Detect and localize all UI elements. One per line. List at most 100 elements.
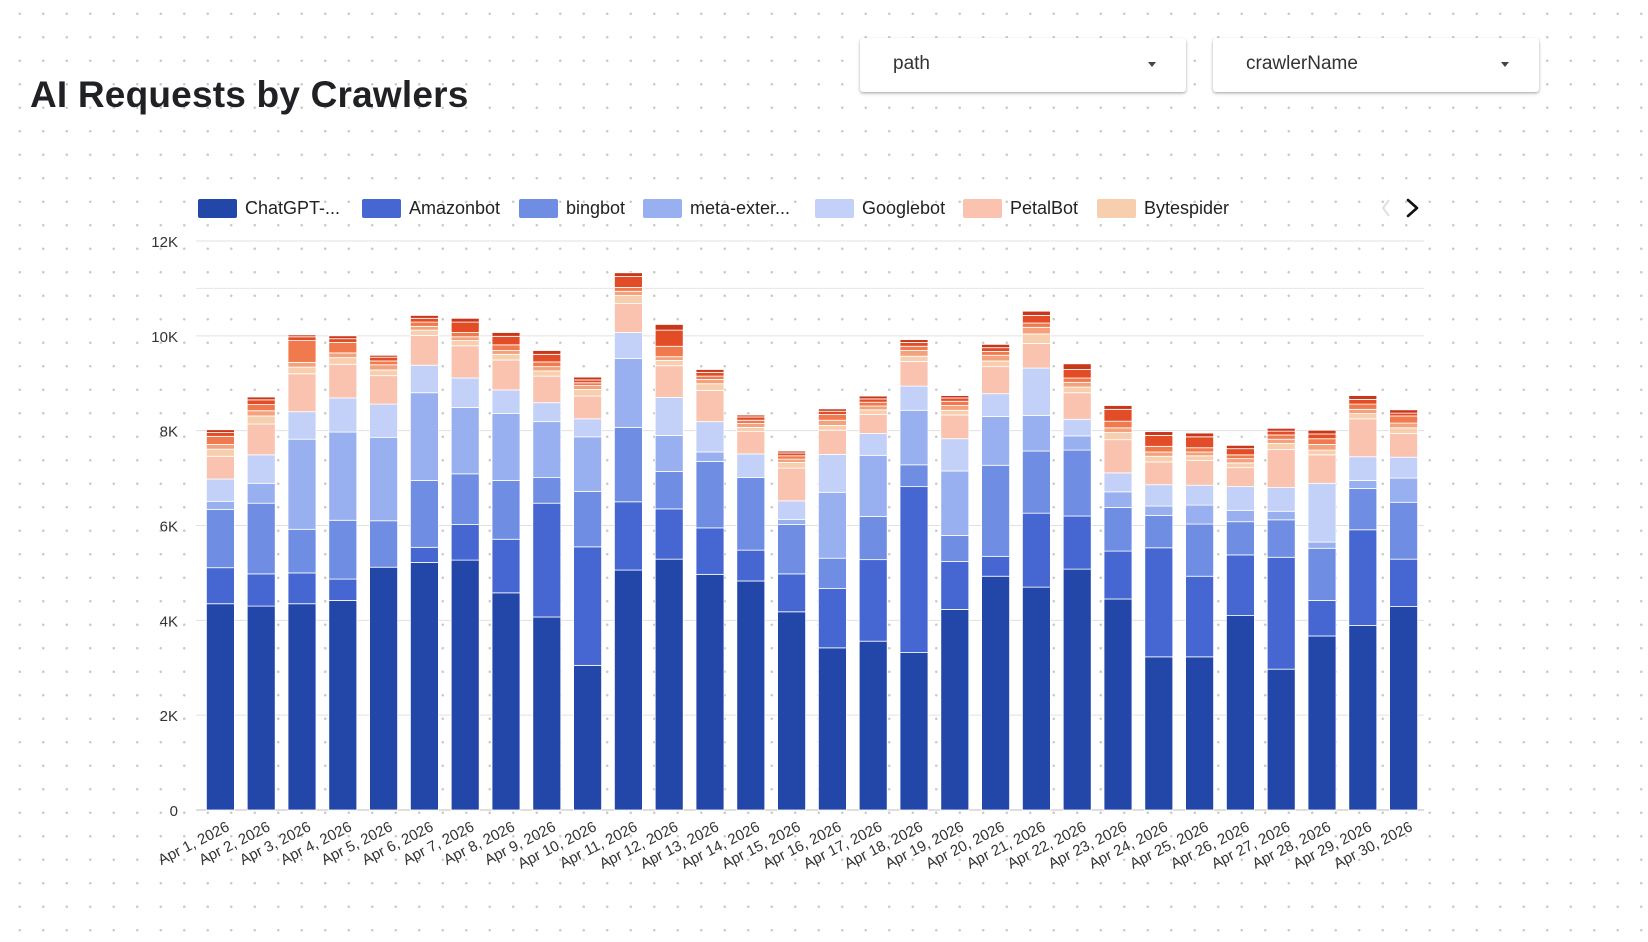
bar-segment: [491, 353, 521, 361]
bar-segment: [287, 340, 317, 363]
bar-segment: [1266, 510, 1296, 521]
legend-label: Googlebot: [862, 198, 945, 218]
bar-segment: [818, 419, 847, 426]
y-tick-label: 6K: [160, 519, 178, 536]
bar-segment: [695, 527, 725, 575]
legend-label: Amazonbot: [409, 198, 500, 218]
bar-segment: [1062, 381, 1092, 388]
bar-segment: [409, 329, 439, 336]
bar-segment: [532, 361, 562, 368]
bar-segment: [205, 455, 235, 480]
bar-segment: [736, 431, 766, 455]
bar-segment: [858, 414, 888, 434]
bar-segment: [1307, 449, 1337, 456]
bar-segment: [1348, 456, 1378, 481]
legend-swatch: [362, 199, 401, 218]
bar-segment: [614, 287, 643, 292]
bar-segment: [736, 477, 766, 551]
bar-segment: [1389, 415, 1418, 424]
bar-segment: [858, 395, 888, 400]
legend-label: PetalBot: [1010, 198, 1078, 218]
bar-segment: [246, 454, 276, 484]
bar-segment: [899, 652, 929, 811]
bar-segment: [409, 392, 439, 481]
path-filter-dropdown[interactable]: path: [860, 38, 1186, 92]
bar-segment: [573, 385, 602, 390]
bar-segment: [205, 478, 235, 502]
bar-segment: [1266, 487, 1296, 512]
bar-segment: [981, 351, 1010, 356]
bar-segment: [1348, 418, 1378, 458]
bar-segment: [695, 371, 725, 377]
bar-segment: [532, 353, 562, 363]
bar-segment: [1022, 512, 1051, 588]
bar-segment: [899, 385, 929, 411]
bar-segment: [1389, 456, 1418, 479]
bar-segment: [573, 382, 602, 387]
bar-segment: [1266, 434, 1296, 440]
bar-segment: [450, 340, 480, 347]
bar-segment: [450, 336, 480, 341]
bar-segment: [1389, 606, 1418, 811]
bar-segment: [654, 365, 684, 398]
caret-down-icon: [1501, 62, 1509, 67]
bar-segment: [899, 345, 929, 351]
bar-segment: [899, 361, 929, 387]
bar-segment: [654, 360, 684, 367]
bar-segment: [1307, 438, 1337, 445]
bar-segment: [818, 647, 847, 811]
crawler-filter-dropdown[interactable]: crawlerName: [1213, 38, 1539, 92]
bar-segment: [654, 397, 684, 436]
bar-segment: [818, 588, 847, 649]
bar-segment: [1226, 444, 1255, 450]
bar-segment: [1062, 369, 1092, 379]
bar-segment: [1307, 635, 1337, 811]
bar-segment: [940, 409, 970, 416]
bar-segment: [1144, 435, 1174, 447]
legend-label: ChatGPT-...: [245, 198, 340, 218]
bar-segment: [899, 355, 929, 362]
bar-segment: [858, 454, 888, 517]
bar-segment: [491, 389, 521, 414]
chevron-right-icon[interactable]: [1406, 198, 1419, 218]
bar-segment: [532, 402, 562, 423]
bar-segment: [409, 546, 439, 563]
bar-segment: [858, 559, 888, 642]
bar-segment: [409, 562, 439, 811]
bar-segment: [1144, 484, 1174, 507]
bar-segment: [205, 429, 235, 433]
bar-segment: [777, 455, 806, 460]
bar-segment: [899, 409, 929, 466]
bar-segment: [1348, 408, 1378, 414]
bar-segment: [369, 566, 399, 811]
bar-segment: [246, 410, 276, 417]
bar-segment: [981, 416, 1010, 466]
bar-segment: [981, 393, 1010, 417]
bar-segment: [1103, 405, 1133, 410]
bar-segment: [1185, 656, 1214, 811]
bar-segment: [654, 471, 684, 510]
bar-segment: [818, 425, 847, 431]
bar-segment: [573, 436, 602, 492]
bar-segment: [981, 555, 1010, 577]
bar-segment: [328, 352, 358, 359]
bar-segment: [491, 359, 521, 391]
bar-segment: [246, 404, 276, 412]
bar-segment: [858, 401, 888, 407]
bar-segment: [1348, 529, 1378, 626]
bar-segment: [491, 350, 521, 355]
bar-segment: [940, 397, 970, 402]
bar-segment: [532, 370, 562, 377]
bar-segment: [369, 375, 399, 405]
bar-segment: [1226, 448, 1255, 456]
bar-segment: [1389, 409, 1418, 414]
bar-segment: [1103, 491, 1133, 508]
bar-segment: [409, 315, 439, 319]
bar-segment: [1062, 363, 1092, 370]
bar-segment: [695, 379, 725, 385]
bar-segment: [654, 356, 684, 361]
bar-segment: [369, 356, 399, 362]
bar-segment: [409, 317, 439, 323]
bar-segment: [654, 558, 684, 811]
bar-segment: [981, 354, 1010, 362]
